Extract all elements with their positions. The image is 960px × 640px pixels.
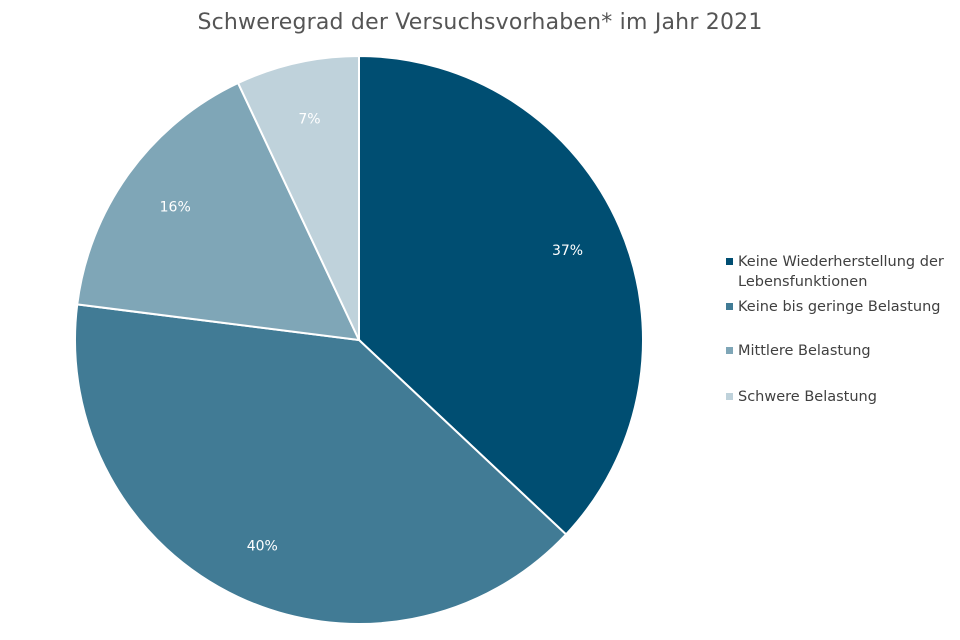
legend-swatch-keine-wiederherstellung <box>726 258 733 265</box>
legend-item-keine-wiederherstellung: Keine Wiederherstellung der Lebensfunkti… <box>726 252 956 292</box>
legend-label-schwere: Schwere Belastung <box>738 389 877 405</box>
legend-item-mittlere: Mittlere Belastung <box>726 341 956 361</box>
chart-title: Schweregrad der Versuchsvorhaben* im Jah… <box>197 10 763 35</box>
pie-label-keine-wiederherstellung: 37% <box>552 243 583 259</box>
legend-label-mittlere: Mittlere Belastung <box>738 343 871 359</box>
pie-slice-schwere <box>236 54 360 341</box>
legend-swatch-schwere <box>726 393 733 400</box>
pie-label-schwere: 7% <box>298 111 320 127</box>
legend-label-keine-bis-geringe: Keine bis geringe Belastung <box>738 299 941 315</box>
legend-swatch-mittlere <box>726 347 733 354</box>
legend-swatch-keine-bis-geringe <box>726 303 733 310</box>
legend-item-schwere: Schwere Belastung <box>726 387 956 407</box>
pie-label-keine-bis-geringe: 40% <box>247 539 278 555</box>
pie-label-mittlere: 16% <box>160 199 191 215</box>
legend-item-keine-bis-geringe: Keine bis geringe Belastung <box>726 297 956 317</box>
legend-label-keine-wiederherstellung: Keine Wiederherstellung der Lebensfunkti… <box>738 254 944 290</box>
pie-slice-keine-wiederherstellung <box>358 54 644 536</box>
legend: Keine Wiederherstellung der Lebensfunkti… <box>726 252 956 407</box>
pie-slice-keine-bis-geringe <box>74 303 568 625</box>
pie-slice-mittlere <box>76 81 361 342</box>
